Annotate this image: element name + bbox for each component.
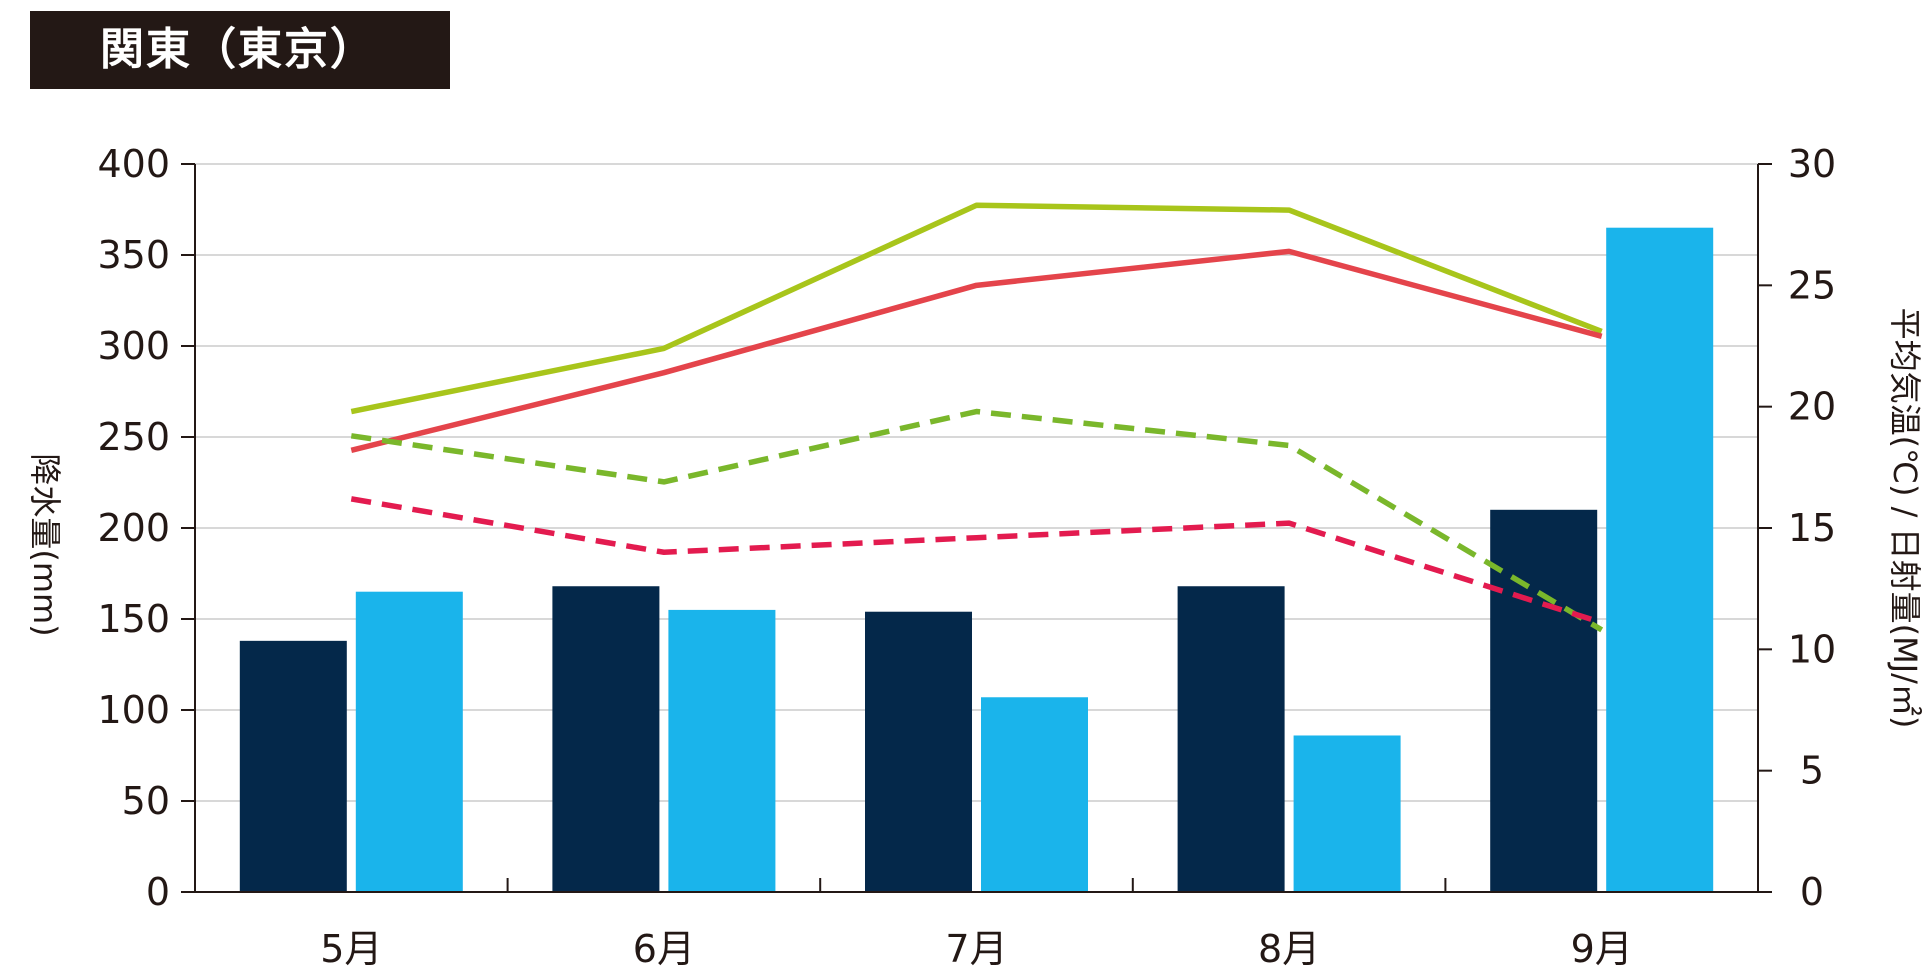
y-right-tick-label: 20 [1788,385,1836,429]
y-right-axis-title: 平均気温(℃) / 日射量(MJ/㎡) [1886,308,1924,729]
bar-series-2 [981,697,1088,892]
chart-title-box: 関東（東京） [30,11,450,89]
left-axis-ticks: 0 50 100 150 200 250 300 350 400 [97,142,195,914]
right-axis-ticks: 0 5 10 15 20 25 30 [1758,142,1836,914]
x-category-label: 5月 [320,927,382,971]
y-left-tick-label: 200 [97,506,170,550]
y-left-tick-label: 150 [97,597,170,641]
bar-series-2 [1606,227,1714,892]
line-series-4 [350,496,1603,626]
category-labels: 5月 6月 7月 8月 9月 [320,927,1633,971]
bar-series-1 [239,640,347,892]
y-right-tick-label: 5 [1800,749,1824,793]
chart-title: 関東（東京） [100,24,376,75]
bar-series-1 [1177,586,1285,892]
y-left-tick-label: 250 [97,415,170,459]
y-right-tick-label: 0 [1800,870,1824,914]
y-left-tick-label: 50 [122,779,170,823]
line-series-1 [350,202,1603,415]
lines-group [350,202,1604,633]
x-category-label: 9月 [1571,927,1633,971]
line-series-2 [350,248,1603,454]
bars-group [239,227,1714,892]
y-right-tick-label: 25 [1788,263,1836,307]
bar-series-1 [552,586,660,892]
y-left-tick-label: 350 [97,233,170,277]
y-left-tick-label: 100 [97,688,170,732]
bar-series-2 [1293,735,1401,892]
y-left-tick-label: 300 [97,324,170,368]
y-left-axis-title: 降水量(mm) [26,453,64,636]
y-left-tick-label: 400 [97,142,170,186]
x-category-label: 6月 [633,927,695,971]
axis-titles: 降水量(mm) 平均気温(℃) / 日射量(MJ/㎡) [26,308,1924,729]
bar-series-2 [355,591,463,892]
y-right-tick-label: 30 [1788,142,1836,186]
x-category-label: 7月 [945,927,1007,971]
bar-series-1 [865,611,972,892]
bar-series-1 [1490,509,1598,892]
bar-series-2 [668,609,776,892]
y-right-tick-label: 15 [1788,506,1836,550]
y-right-tick-label: 10 [1788,627,1836,671]
x-category-label: 8月 [1258,927,1320,971]
y-left-tick-label: 0 [146,870,170,914]
line-series-3 [350,408,1604,633]
